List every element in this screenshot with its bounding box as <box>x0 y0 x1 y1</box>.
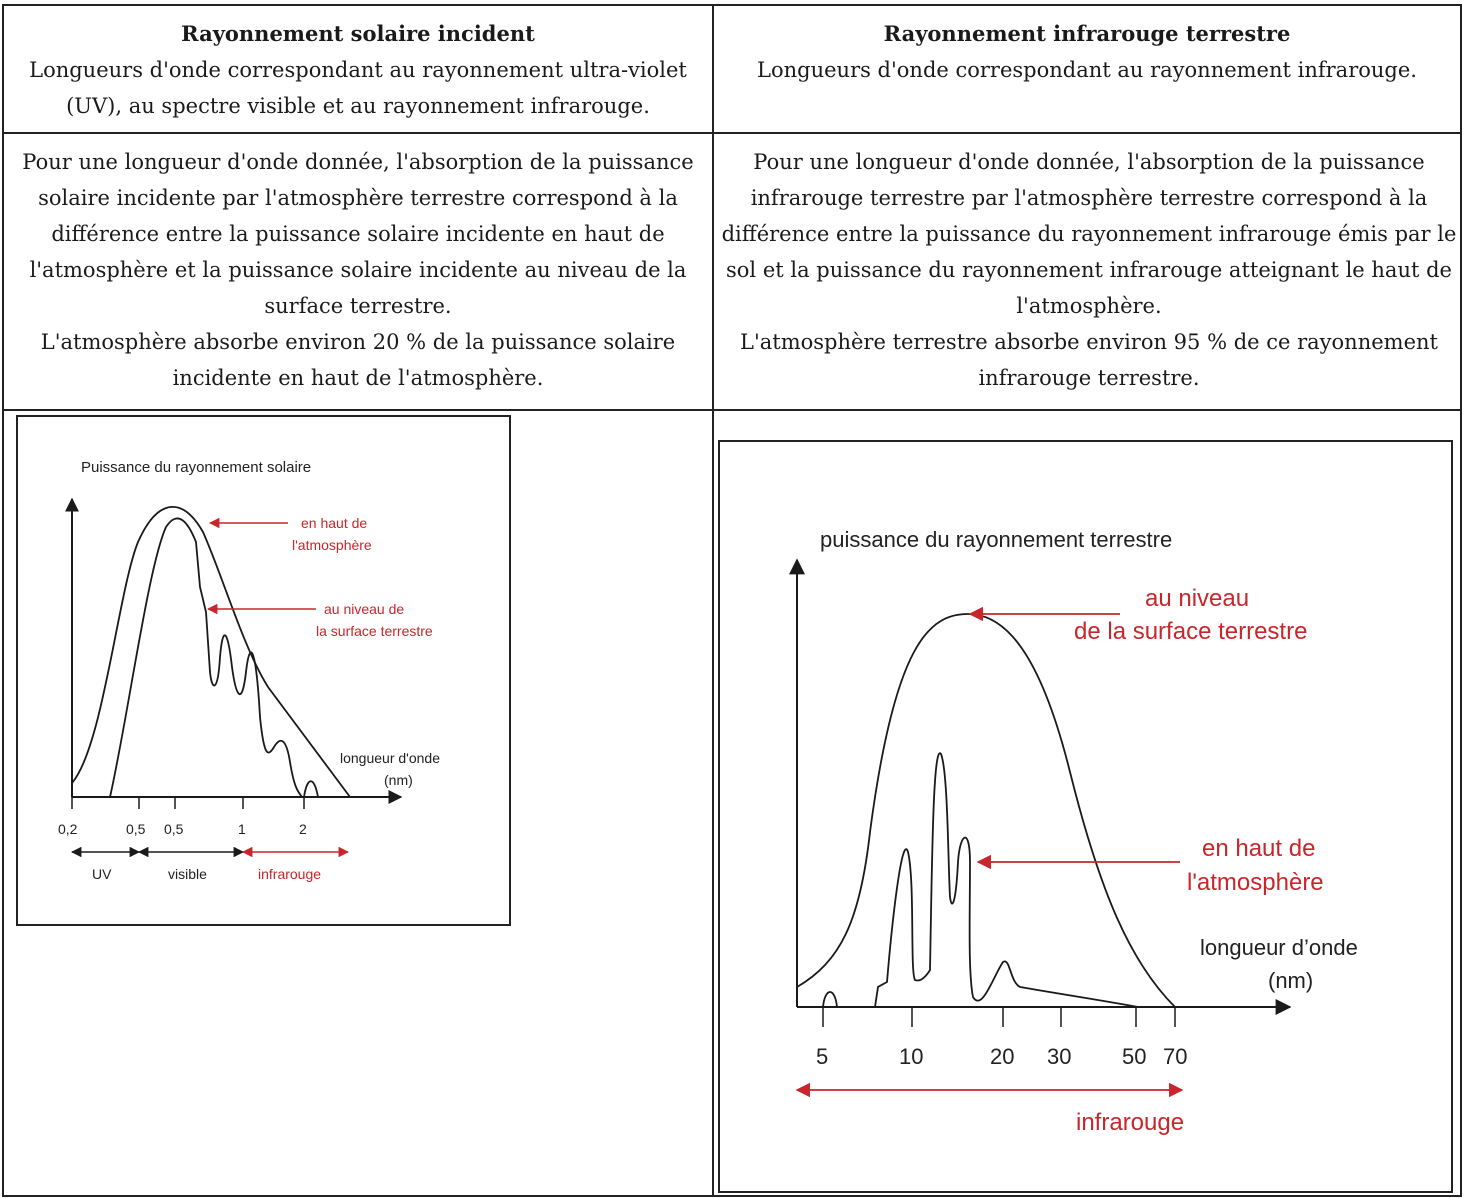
left-body-paragraph-1: Pour une longueur d'onde donnée, l'absor… <box>22 150 694 318</box>
solar-tick-label: 2 <box>299 821 307 837</box>
solar-tick-label: 0,5 <box>164 821 184 837</box>
column-divider <box>712 6 714 1195</box>
solar-surface-annotation-line2: la surface terrestre <box>316 623 433 639</box>
terrestrial-tick-label: 30 <box>1047 1044 1071 1069</box>
solar-infrared-band-label: infrarouge <box>258 866 321 882</box>
solar-top-annotation-line1: en haut de <box>301 515 367 531</box>
terrestrial-infrared-band-label: infrarouge <box>1076 1109 1184 1136</box>
right-header-title: Rayonnement infrarouge terrestre <box>883 21 1291 46</box>
terrestrial-x-axis-label-line2: (nm) <box>1268 968 1313 993</box>
terrestrial-tick-label: 10 <box>899 1044 923 1069</box>
comparison-table: Rayonnement solaire incident Longueurs d… <box>2 4 1462 1197</box>
terrestrial-spectrum-chart: puissance du rayonnement terrestre au ni… <box>789 527 1358 1136</box>
solar-y-axis-label: Puissance du rayonnement solaire <box>81 459 311 476</box>
row-divider-1 <box>4 132 1460 134</box>
solar-visible-band-label: visible <box>168 866 207 882</box>
solar-x-axis-label-line1: longueur d'onde <box>340 750 440 766</box>
solar-tick-label: 1 <box>238 821 246 837</box>
left-header-description: Longueurs d'onde correspondant au rayonn… <box>29 58 687 118</box>
solar-surface-annotation-line1: au niveau de <box>324 601 404 617</box>
terrestrial-surface-annotation-line1: au niveau <box>1145 585 1249 612</box>
terrestrial-top-curve-band1 <box>822 991 838 1008</box>
terrestrial-x-axis-label-line1: longueur d’onde <box>1200 935 1358 960</box>
terrestrial-top-of-atmosphere-curve <box>874 752 1139 1008</box>
solar-surface-curve-tail <box>303 780 319 798</box>
terrestrial-surface-curve <box>796 613 1176 1008</box>
terrestrial-tick-label: 20 <box>990 1044 1014 1069</box>
right-body-paragraph-1: Pour une longueur d'onde donnée, l'absor… <box>721 150 1457 318</box>
row-divider-2 <box>4 409 1460 411</box>
left-header-cell: Rayonnement solaire incident Longueurs d… <box>14 16 702 124</box>
solar-tick-label: 0,5 <box>126 821 146 837</box>
solar-top-annotation-line2: l'atmosphère <box>292 537 372 553</box>
terrestrial-surface-annotation-line2: de la surface terrestre <box>1074 618 1307 645</box>
left-header-title: Rayonnement solaire incident <box>181 21 535 46</box>
terrestrial-y-axis-label: puissance du rayonnement terrestre <box>820 527 1172 552</box>
right-body-paragraph-2: L'atmosphère terrestre absorbe environ 9… <box>740 330 1438 390</box>
terrestrial-tick-label: 70 <box>1163 1044 1187 1069</box>
left-body-paragraph-2: L'atmosphère absorbe environ 20 % de la … <box>40 330 676 390</box>
solar-ticks <box>71 797 305 809</box>
right-header-cell: Rayonnement infrarouge terrestre Longueu… <box>720 16 1454 88</box>
solar-x-axis-label-line2: (nm) <box>384 772 413 788</box>
solar-chart-panel: Puissance du rayonnement solaire en haut… <box>16 415 511 926</box>
right-header-description: Longueurs d'onde correspondant au rayonn… <box>757 58 1417 82</box>
left-body-cell: Pour une longueur d'onde donnée, l'absor… <box>18 144 698 396</box>
terrestrial-top-annotation-line1: en haut de <box>1202 835 1315 862</box>
terrestrial-ticks <box>822 1007 1176 1027</box>
terrestrial-chart-panel: puissance du rayonnement terrestre au ni… <box>718 440 1453 1193</box>
terrestrial-top-annotation-line2: l'atmosphère <box>1187 869 1324 896</box>
solar-spectrum-chart: Puissance du rayonnement solaire en haut… <box>58 459 440 882</box>
solar-surface-curve <box>109 517 303 798</box>
solar-top-of-atmosphere-curve <box>71 506 351 798</box>
terrestrial-tick-label: 50 <box>1122 1044 1146 1069</box>
right-body-cell: Pour une longueur d'onde donnée, l'absor… <box>718 144 1460 396</box>
solar-tick-label: 0,2 <box>58 821 78 837</box>
terrestrial-tick-label: 5 <box>816 1044 828 1069</box>
solar-uv-band-label: UV <box>92 866 112 882</box>
